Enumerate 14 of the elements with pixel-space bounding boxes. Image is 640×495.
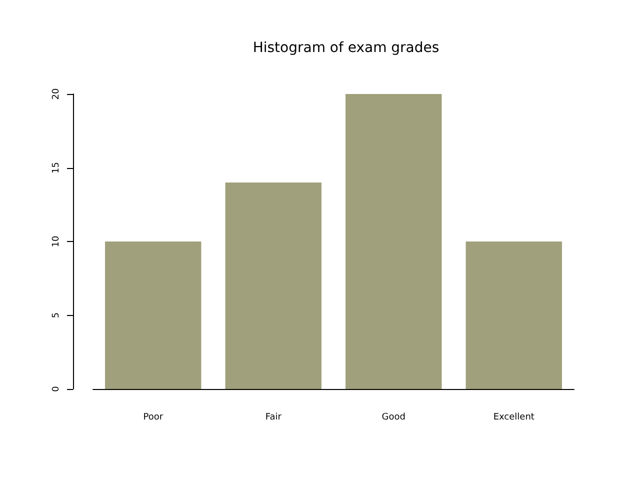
chart-title: Histogram of exam grades <box>252 40 440 56</box>
y-tick-label: 0 <box>52 386 62 392</box>
x-tick-label: Poor <box>143 412 164 422</box>
bar <box>105 242 202 389</box>
x-tick-label: Excellent <box>493 412 535 422</box>
y-tick-label: 5 <box>52 312 62 318</box>
x-tick-label: Good <box>382 412 406 422</box>
x-tick-label: Fair <box>265 412 282 422</box>
bar <box>225 182 322 389</box>
y-tick-label: 15 <box>52 162 62 174</box>
y-tick-label: 20 <box>52 88 62 100</box>
bar <box>466 242 562 389</box>
bar <box>346 94 442 389</box>
y-tick-label: 10 <box>52 236 62 248</box>
